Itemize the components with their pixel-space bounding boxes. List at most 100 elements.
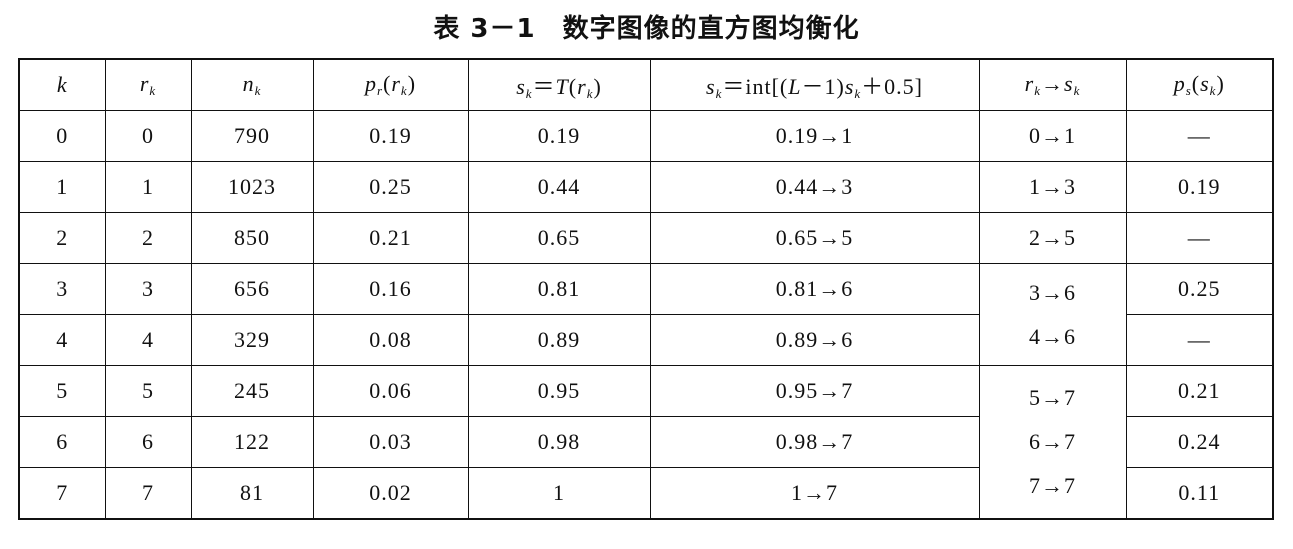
cell-text: 0.65 — [537, 225, 581, 250]
header-text: s — [1064, 71, 1074, 96]
header-text: r — [1024, 71, 1035, 96]
cell-text: 4 — [142, 327, 154, 352]
header-text: L — [788, 73, 802, 99]
cell: 1 — [18, 161, 106, 213]
cell-text: 0.81 — [537, 276, 581, 301]
mapping-text: 0→1 — [1029, 123, 1076, 148]
cell: 122 — [190, 416, 314, 468]
cell-text: 1023 — [228, 174, 276, 199]
cell-text: 656 — [234, 276, 270, 301]
header-text: k — [586, 85, 594, 101]
cell-text: 0.02 — [369, 480, 412, 505]
cell: 329 — [190, 314, 314, 366]
cell: 0.44 — [467, 161, 651, 213]
cell-text: 0.25 — [369, 174, 412, 199]
header-text: ＝int[( — [722, 73, 789, 99]
cell: 0.65 — [467, 212, 651, 264]
cell-text: 0.89→6 — [775, 327, 854, 352]
cell-text: 0.19 — [369, 123, 412, 148]
cell: 0.65→5 — [649, 212, 980, 264]
cell-text: 2 — [56, 225, 69, 250]
cell: 0.03 — [312, 416, 469, 468]
cell-text: — — [1187, 123, 1211, 148]
mapping-text: 5→7 — [1029, 385, 1076, 410]
cell-text: 3 — [142, 276, 154, 301]
header-text: k — [525, 85, 533, 101]
header-text: k — [149, 83, 157, 98]
cell-text: 0.65→5 — [775, 225, 854, 250]
cell: 7 — [18, 467, 106, 520]
header-text: k — [715, 85, 723, 101]
header-text: r — [376, 83, 384, 98]
header-text: k — [1209, 83, 1217, 98]
cell: 0.08 — [312, 314, 469, 366]
cell: 0.25 — [1125, 263, 1274, 315]
cell: 81 — [190, 467, 314, 520]
cell-text: 6 — [56, 429, 69, 454]
cell: 1 — [467, 467, 651, 520]
cell-text: 0.19 — [1178, 174, 1221, 199]
data-row: 7 7 81 0.02 1 1→7 0.11 — [18, 467, 1274, 520]
cell-text: 0.06 — [369, 378, 412, 403]
header-text: k — [400, 83, 408, 98]
table: k rk nk pr(rk) sk＝T(rk) sk＝int[(L－1)sk＋0.5] rk… — [18, 58, 1274, 520]
cell: 0 — [18, 110, 106, 162]
header-cell: rk — [104, 58, 192, 111]
header-text: n — [242, 71, 255, 96]
cell-text: 0.81→6 — [775, 276, 854, 301]
cell-text: 0.25 — [1178, 276, 1221, 301]
mapping-cell: 3→6 4→6 — [978, 263, 1127, 366]
cell: 3 — [18, 263, 106, 315]
cell: 850 — [190, 212, 314, 264]
cell-text: 0.08 — [369, 327, 412, 352]
header-text: s — [844, 73, 855, 99]
header-text: ( — [568, 73, 578, 99]
header-text: ＋0.5] — [861, 73, 923, 99]
header-text: r — [577, 73, 587, 99]
cell: — — [1125, 314, 1274, 366]
cell: 0.95 — [467, 365, 651, 417]
header-cell: pr(rk) — [312, 58, 469, 111]
cell-text: 5 — [56, 378, 69, 403]
cell-text: 0.11 — [1178, 480, 1221, 505]
cell: 5 — [18, 365, 106, 417]
cell: 0.24 — [1125, 416, 1274, 468]
cell: 6 — [104, 416, 192, 468]
header-text: r — [139, 71, 150, 96]
mapping-text: 4→6 — [1029, 323, 1076, 349]
mapping-text: 6→7 — [1029, 429, 1076, 454]
cell-text: 0 — [142, 123, 154, 148]
header-text: k — [56, 72, 68, 97]
cell-text: 1 — [56, 174, 69, 199]
header-text: －1) — [801, 73, 845, 99]
cell: 1 — [104, 161, 192, 213]
cell-text: 5 — [142, 378, 154, 403]
header-cell: nk — [190, 58, 314, 111]
header-text: ( — [1191, 71, 1201, 96]
header-text: p — [1173, 71, 1186, 96]
cell-text: 0.03 — [369, 429, 412, 454]
cell-text: 1→7 — [791, 480, 838, 505]
cell-text: 0.16 — [369, 276, 412, 301]
cell-text: 7 — [56, 480, 69, 505]
cell: 4 — [18, 314, 106, 366]
cell-text: 790 — [234, 123, 270, 148]
cell-text: 122 — [234, 429, 270, 454]
cell-text: 1 — [142, 174, 154, 199]
data-row: 2 2 850 0.21 0.65 0.65→5 2→5 — — [18, 212, 1274, 264]
header-cell: k — [18, 58, 106, 111]
mapping-cell: 5→7 6→7 7→7 — [978, 365, 1127, 520]
header-text: ( — [383, 71, 392, 96]
cell: 0.98 — [467, 416, 651, 468]
data-row: 6 6 122 0.03 0.98 0.98→7 0.24 — [18, 416, 1274, 468]
data-row: 1 1 1023 0.25 0.44 0.44→3 1→3 0.19 — [18, 161, 1274, 213]
cell-text: 0.98 — [537, 429, 581, 454]
header-text: k — [854, 85, 862, 101]
cell-text: 0.21 — [369, 225, 412, 250]
cell: 656 — [190, 263, 314, 315]
cell: 4 — [104, 314, 192, 366]
cell: 7 — [104, 467, 192, 520]
cell: — — [1125, 212, 1274, 264]
mapping-cell: 0→1 — [978, 110, 1127, 162]
cell: 0.44→3 — [649, 161, 980, 213]
